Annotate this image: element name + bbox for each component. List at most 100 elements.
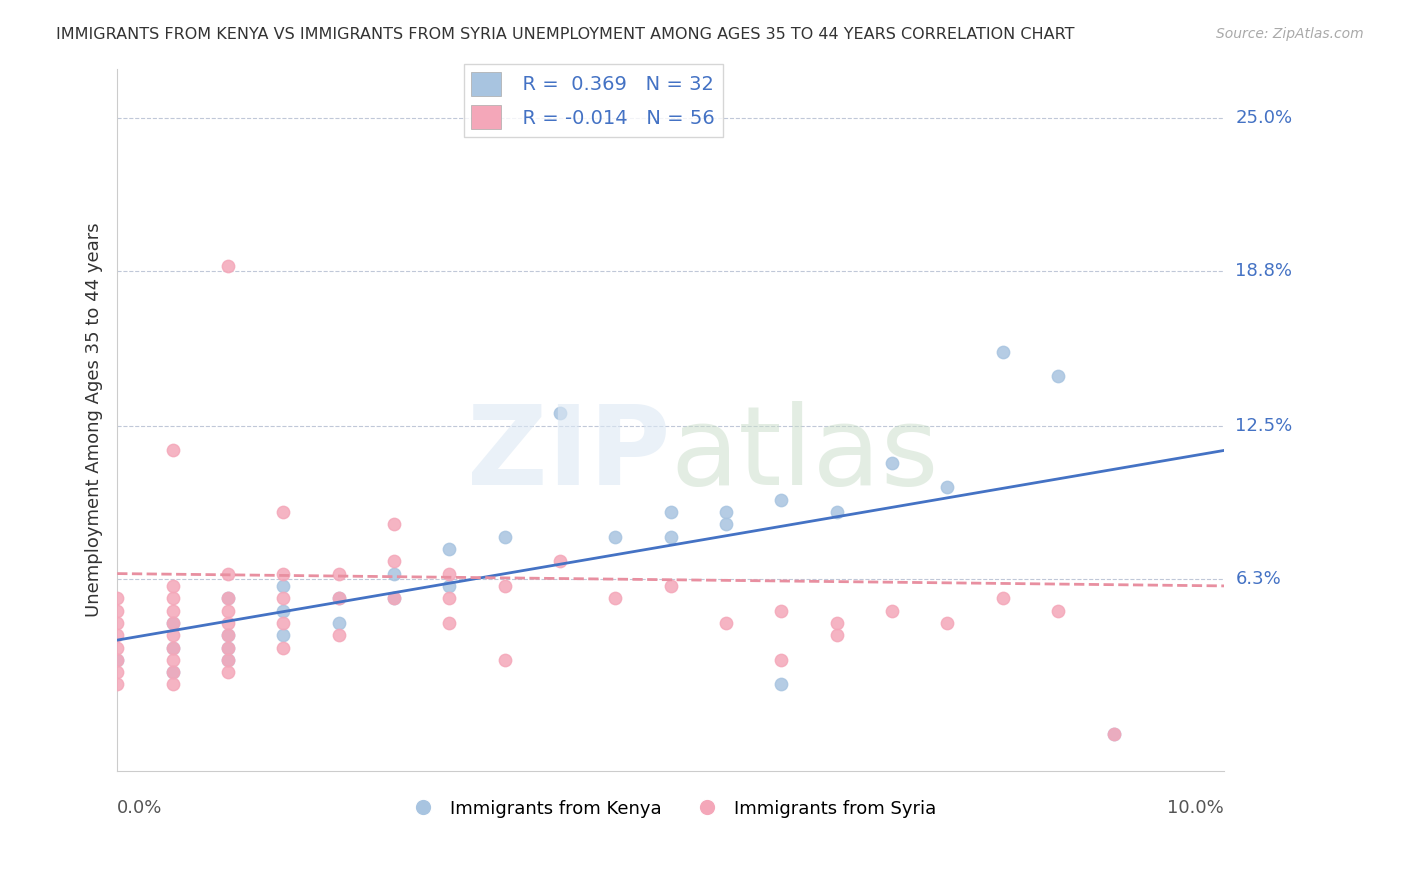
Point [105,628,128,642]
Text: atlas: atlas [671,401,939,508]
Point [105,665,128,680]
Point [382,591,405,606]
Point [882,456,904,470]
Text: ZIP: ZIP [467,401,671,508]
Point [217,591,239,606]
Point [271,603,294,617]
Point [162,665,184,680]
Point [494,579,516,593]
Point [548,407,571,421]
Point [494,530,516,544]
Point [882,603,904,617]
Point [162,615,184,630]
Point [217,628,239,642]
Point [105,640,128,655]
Point [162,443,184,458]
Point [217,591,239,606]
Point [991,591,1014,606]
Point [162,653,184,667]
Point [770,677,793,691]
Point [439,541,461,556]
Text: 12.5%: 12.5% [1236,417,1292,434]
Point [1047,369,1070,384]
Point [217,603,239,617]
Point [217,640,239,655]
Point [217,628,239,642]
Point [1102,727,1125,741]
Point [605,530,627,544]
Point [217,653,239,667]
Point [659,530,682,544]
Point [439,591,461,606]
Point [825,628,848,642]
Point [382,517,405,532]
Point [770,492,793,507]
Point [217,653,239,667]
Point [162,640,184,655]
Point [825,615,848,630]
Point [714,615,737,630]
Point [271,579,294,593]
Point [105,653,128,667]
Point [162,603,184,617]
Point [328,591,350,606]
Point [1047,603,1070,617]
Point [271,566,294,581]
Point [991,344,1014,359]
Text: 18.8%: 18.8% [1236,261,1292,279]
Legend: Immigrants from Kenya, Immigrants from Syria: Immigrants from Kenya, Immigrants from S… [398,792,943,825]
Point [328,566,350,581]
Point [105,591,128,606]
Point [1102,727,1125,741]
Point [217,566,239,581]
Point [770,603,793,617]
Point [162,615,184,630]
Point [936,615,959,630]
Point [382,591,405,606]
Point [271,591,294,606]
Point [382,554,405,568]
Point [217,665,239,680]
Point [382,566,405,581]
Text: 10.0%: 10.0% [1167,798,1225,817]
Point [936,480,959,494]
Point [271,640,294,655]
Text: IMMIGRANTS FROM KENYA VS IMMIGRANTS FROM SYRIA UNEMPLOYMENT AMONG AGES 35 TO 44 : IMMIGRANTS FROM KENYA VS IMMIGRANTS FROM… [56,27,1074,42]
Point [105,615,128,630]
Point [328,591,350,606]
Point [162,640,184,655]
Point [494,653,516,667]
Y-axis label: Unemployment Among Ages 35 to 44 years: Unemployment Among Ages 35 to 44 years [86,222,103,617]
Point [271,615,294,630]
Text: 6.3%: 6.3% [1236,569,1281,588]
Point [162,628,184,642]
Point [439,566,461,581]
Point [217,615,239,630]
Point [825,505,848,519]
Point [770,653,793,667]
Point [162,591,184,606]
Point [162,579,184,593]
Point [659,505,682,519]
Point [328,628,350,642]
Point [659,579,682,593]
Point [439,615,461,630]
Point [605,591,627,606]
Point [328,615,350,630]
Point [271,505,294,519]
Point [548,554,571,568]
Point [105,653,128,667]
Point [105,677,128,691]
Point [714,505,737,519]
Point [105,603,128,617]
Point [439,579,461,593]
Point [162,665,184,680]
Point [271,628,294,642]
Text: 25.0%: 25.0% [1236,109,1292,127]
Text: 0.0%: 0.0% [117,798,163,817]
Point [217,259,239,273]
Point [217,640,239,655]
Point [714,517,737,532]
Point [162,677,184,691]
Text: Source: ZipAtlas.com: Source: ZipAtlas.com [1216,27,1364,41]
